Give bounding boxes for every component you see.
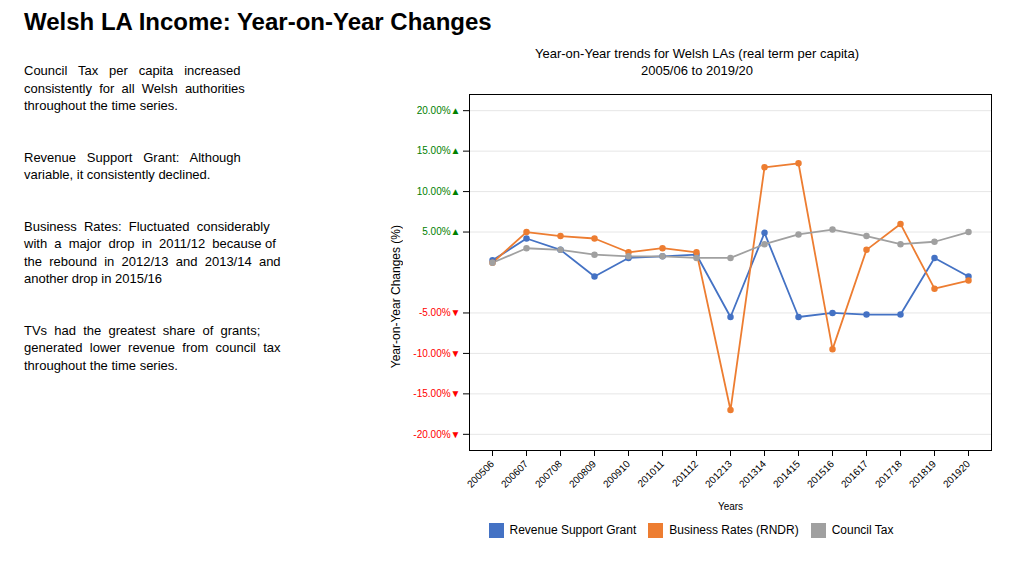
svg-text:201314: 201314 xyxy=(737,458,769,490)
svg-text:5.00%▲: 5.00%▲ xyxy=(422,226,460,237)
svg-text:201011: 201011 xyxy=(635,458,666,489)
svg-text:201415: 201415 xyxy=(771,458,803,490)
svg-text:200809: 200809 xyxy=(567,458,599,490)
html-text:Year-on-Year Changes (%): Year-on-Year Changes (%) xyxy=(389,225,403,369)
html-text:Business Rates: Fluctuated con: Business Rates: Fluctuated considerably … xyxy=(24,218,281,287)
svg-text:200708: 200708 xyxy=(533,458,565,490)
svg-text:-5.00%▼: -5.00%▼ xyxy=(419,307,461,318)
svg-text:20.00%▲: 20.00%▲ xyxy=(417,105,461,116)
svg-text:200910: 200910 xyxy=(601,458,633,490)
svg-text:-10.00%▼: -10.00%▼ xyxy=(413,347,460,358)
svg-text:201920: 201920 xyxy=(941,458,973,490)
html-text:Revenue Support Grant: Revenue Support Grant xyxy=(509,523,637,538)
html-text:Council Tax per capita increas: Council Tax per capita increased consist… xyxy=(24,63,245,114)
html-text:Business Rates (RNDR): Business Rates (RNDR) xyxy=(669,523,799,538)
svg-text:200607: 200607 xyxy=(499,458,531,490)
svg-text:Years: Years xyxy=(718,500,743,511)
html-text:Year-on-Year trends for Welsh: Year-on-Year trends for Welsh LAs (real … xyxy=(535,46,859,78)
svg-text:-20.00%▼: -20.00%▼ xyxy=(413,428,460,439)
svg-text:201213: 201213 xyxy=(703,458,735,490)
svg-text:201718: 201718 xyxy=(873,458,905,490)
svg-text:201516: 201516 xyxy=(805,458,837,490)
svg-text:15.00%▲: 15.00%▲ xyxy=(417,145,461,156)
svg-text:201112: 201112 xyxy=(670,458,701,489)
html-text:TVs had the greatest share of: TVs had the greatest share of grants; ge… xyxy=(24,322,281,373)
svg-text:201617: 201617 xyxy=(839,458,871,490)
html-text:Welsh LA Income: Year-on-Year: Welsh LA Income: Year-on-Year Changes xyxy=(24,8,492,35)
html-text:Council Tax: Council Tax xyxy=(831,523,894,538)
svg-text:10.00%▲: 10.00%▲ xyxy=(417,186,461,197)
svg-text:201819: 201819 xyxy=(907,458,939,490)
html-text:Revenue Support Grant: Althoug: Revenue Support Grant: Although variable… xyxy=(24,149,241,183)
svg-text:200506: 200506 xyxy=(465,458,497,490)
svg-text:-15.00%▼: -15.00%▼ xyxy=(413,388,460,399)
